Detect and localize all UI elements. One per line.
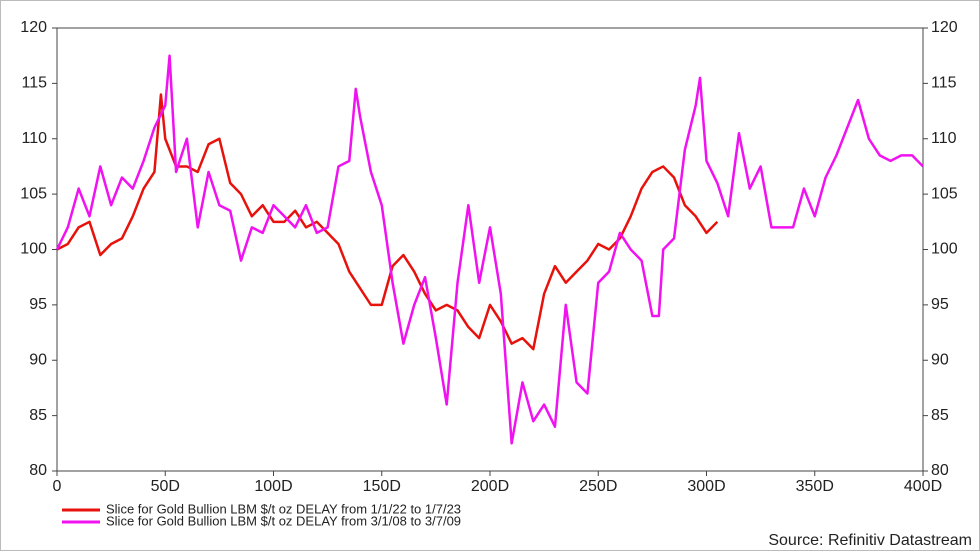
x-tick-label: 400D bbox=[904, 478, 942, 495]
y2-tick-label: 90 bbox=[931, 351, 949, 368]
x-tick-label: 50D bbox=[151, 478, 180, 495]
x-tick-label: 150D bbox=[363, 478, 401, 495]
y-tick-label: 105 bbox=[20, 185, 47, 202]
legend-label: Slice for Gold Bullion LBM $/t oz DELAY … bbox=[106, 501, 461, 516]
x-tick-label: 300D bbox=[687, 478, 725, 495]
y-tick-label: 85 bbox=[29, 407, 47, 424]
y-tick-label: 115 bbox=[21, 75, 47, 92]
series-line bbox=[55, 54, 924, 445]
x-tick-label: 100D bbox=[254, 478, 292, 495]
source: Source: Refinitiv Datastream bbox=[768, 532, 972, 549]
y-tick-label: 100 bbox=[20, 241, 47, 258]
y2-tick-label: 95 bbox=[931, 296, 949, 313]
y2-tick-label: 115 bbox=[931, 75, 957, 92]
y2-tick-label: 110 bbox=[931, 130, 957, 147]
y-tick-label: 110 bbox=[21, 130, 47, 147]
x-tick-label: 0 bbox=[53, 478, 62, 495]
y-tick-label: 90 bbox=[29, 351, 47, 368]
x-tick-label: 350D bbox=[796, 478, 834, 495]
y-tick-label: 120 bbox=[20, 19, 47, 36]
x-tick-label: 200D bbox=[471, 478, 509, 495]
y-tick-label: 80 bbox=[29, 462, 47, 479]
y2-tick-label: 85 bbox=[931, 407, 949, 424]
y2-tick-label: 105 bbox=[931, 185, 958, 202]
y2-tick-label: 80 bbox=[931, 462, 949, 479]
x-tick-label: 250D bbox=[579, 478, 617, 495]
legend-label: Slice for Gold Bullion LBM $/t oz DELAY … bbox=[106, 513, 461, 528]
y2-tick-label: 120 bbox=[931, 19, 958, 36]
y2-tick-label: 100 bbox=[931, 241, 958, 258]
y-tick-label: 95 bbox=[29, 296, 47, 313]
